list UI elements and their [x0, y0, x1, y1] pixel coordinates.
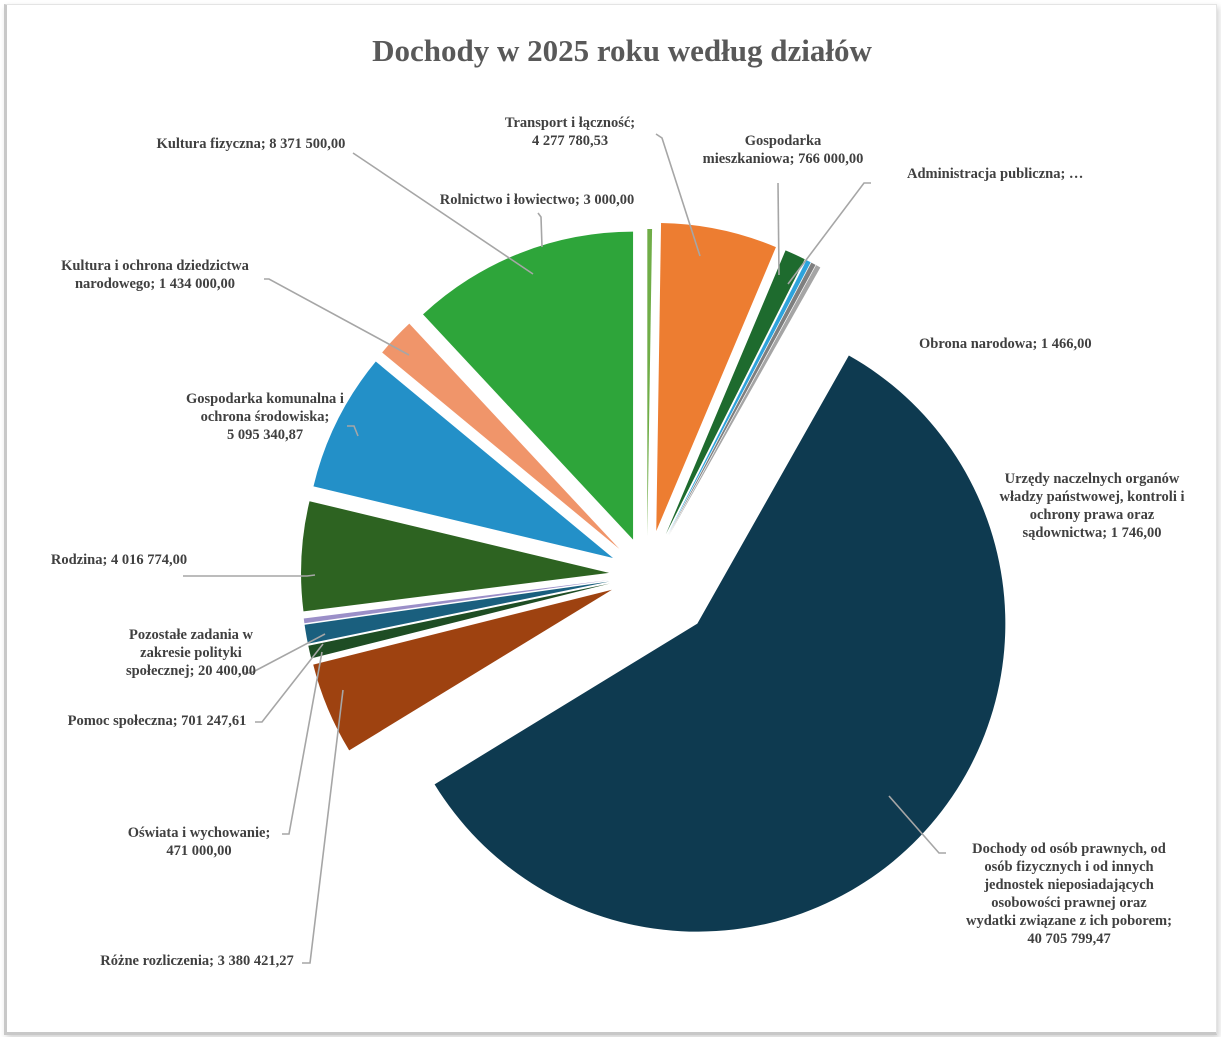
leader-line-9 [282, 651, 323, 835]
pie-slice-13 [313, 361, 614, 559]
pie-slice-15 [423, 231, 634, 540]
slice-label-line: 471 000,00 [166, 843, 231, 859]
pie-slice-1 [647, 229, 653, 537]
slice-label-line: zakresie polityki [140, 645, 242, 661]
leader-line-3 [777, 182, 780, 276]
pie-slice-9 [308, 583, 610, 659]
slice-label-line: mieszkaniowa; 766 000,00 [703, 151, 864, 167]
slice-label-line: wydatki związane z ich poborem; [966, 913, 1172, 929]
slice-label-line: Oświata i wychowanie; [128, 825, 271, 841]
pie-slice-8 [313, 589, 612, 751]
slice-label-line: Urzędy naczelnych organów [1005, 471, 1180, 487]
slice-label-line: Gospodarka komunalna i [186, 391, 344, 407]
slice-label-line: 5 095 340,87 [227, 427, 303, 443]
slice-label-10: Pomoc społeczna; 701 247,61 [68, 713, 247, 729]
slice-label-11: Pozostałe zadania w zakresie polityki społ… [126, 627, 256, 679]
pie-slice-14 [382, 323, 620, 549]
leader-line-10 [255, 643, 324, 723]
slice-label-13: Gospodarka komunalna i ochrona środowiska… [186, 391, 344, 443]
leader-line-15 [352, 152, 534, 275]
pie-slices [301, 223, 1006, 932]
leader-line-4 [787, 182, 871, 285]
pie-slice-12 [301, 501, 610, 612]
leader-line-11 [244, 633, 326, 674]
pie-slice-11 [303, 580, 610, 624]
chart-frame: Dochody w 2025 roku według działów Rolni… [4, 4, 1217, 1035]
slice-label-5: Obrona narodowa; 1 466,00 [919, 336, 1092, 352]
leader-line-13 [347, 425, 359, 437]
slice-label-line: Różne rozliczenia; 3 380 421,27 [100, 953, 293, 969]
slice-label-line: Rodzina; 4 016 774,00 [51, 552, 187, 568]
slice-label-line: Kultura fizyczna; 8 371 500,00 [157, 136, 346, 152]
leader-line-7 [888, 795, 946, 854]
slice-label-line: osób fizycznych i od innych [984, 859, 1153, 875]
slice-label-line: ochrony prawa oraz [1030, 507, 1155, 523]
slice-label-4: Administracja publiczna; … [907, 166, 1083, 182]
pie-slice-7 [434, 355, 1006, 932]
slice-label-line: 4 277 780,53 [532, 133, 608, 149]
slice-label-14: Kultura i ochrona dziedzictwa narodowego;… [61, 258, 250, 292]
slice-label-line: jednostek nieposiadających [983, 877, 1154, 893]
slice-label-7: Dochody od osób prawnych, od osób fizyczn… [966, 841, 1172, 947]
slice-label-line: Kultura i ochrona dziedzictwa [61, 258, 250, 274]
slice-label-line: sądownictwa; 1 746,00 [1023, 525, 1162, 541]
slice-label-line: Obrona narodowa; 1 466,00 [919, 336, 1092, 352]
slice-label-12: Rodzina; 4 016 774,00 [51, 552, 187, 568]
slice-label-line: Pomoc społeczna; 701 247,61 [68, 713, 247, 729]
slice-label-line: Dochody od osób prawnych, od [972, 841, 1166, 857]
slice-label-3: Gospodarka mieszkaniowa; 766 000,00 [703, 133, 864, 167]
leader-line-2 [655, 133, 701, 257]
slice-label-line: społecznej; 20 400,00 [126, 663, 256, 679]
slice-label-15: Kultura fizyczna; 8 371 500,00 [157, 136, 346, 152]
pie-slice-3 [665, 250, 805, 535]
slice-label-9: Oświata i wychowanie; 471 000,00 [128, 825, 271, 859]
pie-slice-4 [667, 260, 811, 535]
slice-label-2: Transport i łączność; 4 277 780,53 [505, 115, 635, 149]
slice-label-line: ochrona środowiska; [201, 409, 330, 425]
leader-lines [183, 133, 946, 964]
leader-line-14 [264, 278, 410, 356]
pie-chart: Dochody w 2025 roku według działów Rolni… [51, 33, 1185, 969]
leader-line-1 [537, 212, 543, 248]
pie-slice-5 [668, 262, 816, 536]
slice-label-line: Transport i łączność; [505, 115, 635, 131]
slice-label-line: narodowego; 1 434 000,00 [75, 276, 235, 292]
leader-line-8 [302, 689, 344, 964]
chart-title: Dochody w 2025 roku według działów [372, 33, 872, 68]
pie-slice-10 [304, 581, 610, 644]
pie-slice-2 [656, 223, 776, 531]
slice-label-line: Pozostałe zadania w [129, 627, 254, 643]
slice-label-8: Różne rozliczenia; 3 380 421,27 [100, 953, 293, 969]
leader-line-12 [183, 574, 316, 577]
slice-label-line: 40 705 799,47 [1027, 931, 1110, 947]
slice-label-line: Administracja publiczna; … [907, 166, 1083, 182]
slice-label-6: Urzędy naczelnych organów władzy państwow… [999, 471, 1184, 541]
slice-label-line: osobowości prawnej oraz [991, 895, 1147, 911]
slice-label-line: Rolnictwo i łowiectwo; 3 000,00 [440, 192, 635, 208]
slice-label-1: Rolnictwo i łowiectwo; 3 000,00 [440, 192, 635, 208]
slice-label-line: władzy państwowej, kontroli i [999, 489, 1184, 505]
slice-labels: Rolnictwo i łowiectwo; 3 000,00 Transport… [51, 115, 1185, 969]
pie-slice-6 [668, 265, 821, 536]
slice-label-line: Gospodarka [745, 133, 822, 149]
